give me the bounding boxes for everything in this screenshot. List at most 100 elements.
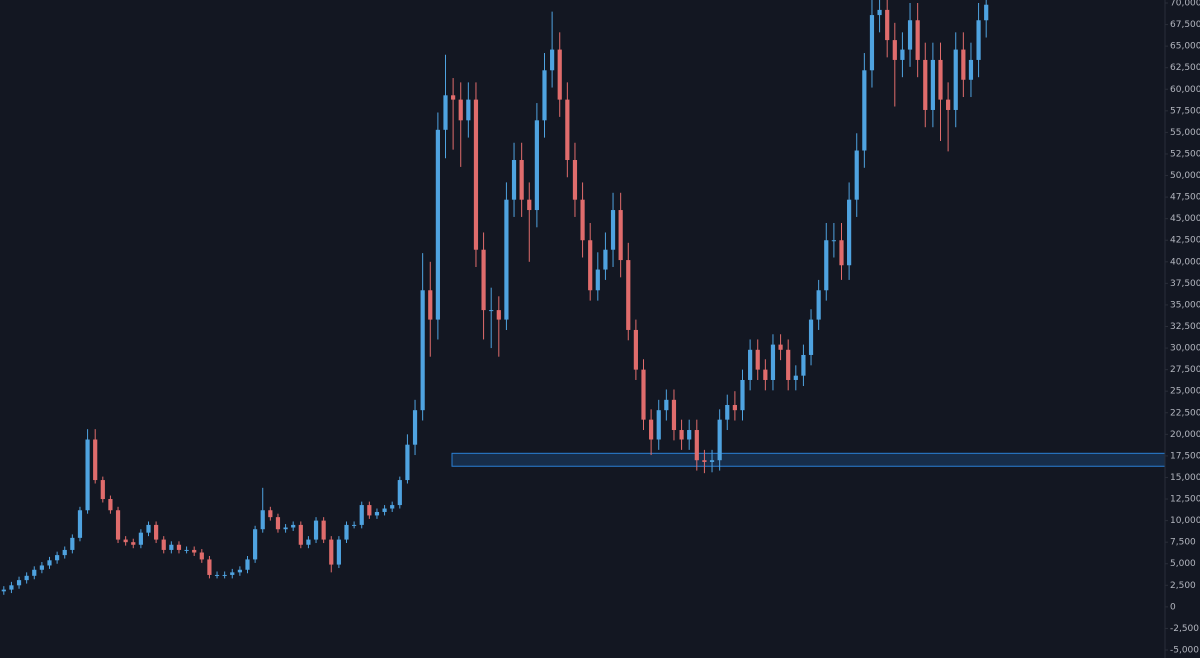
candle-body — [610, 210, 616, 250]
candle-body — [100, 480, 105, 500]
candle-body — [938, 59, 943, 100]
candle-body — [786, 349, 791, 380]
y-tick-label: 7,500 — [1170, 538, 1196, 548]
candle-body — [961, 49, 966, 80]
candle-body — [907, 20, 913, 50]
candle-body — [184, 549, 189, 551]
y-tick-label: 50,000 — [1170, 171, 1200, 181]
candle-body — [199, 552, 204, 560]
y-tick-label: -5,000 — [1170, 646, 1199, 656]
y-tick-label: 10,000 — [1170, 516, 1200, 526]
candle-body — [382, 508, 387, 512]
candle-body — [854, 150, 859, 200]
candle-body — [481, 249, 486, 311]
candle-body — [108, 499, 113, 511]
candle-body — [968, 59, 974, 80]
y-tick-label: 67,500 — [1170, 20, 1200, 30]
candle-body — [230, 572, 235, 575]
candle-body — [550, 49, 555, 71]
candle-body — [435, 129, 440, 320]
candle-body — [679, 430, 684, 440]
candle-body — [496, 310, 501, 320]
candle-body — [39, 565, 44, 570]
candle-body — [489, 310, 494, 312]
candle-body — [709, 460, 715, 462]
candle-body — [534, 120, 539, 211]
candle-body — [984, 4, 989, 21]
y-tick-label: 20,000 — [1170, 430, 1200, 440]
candle-body — [748, 349, 753, 380]
y-tick-label: 65,000 — [1170, 42, 1200, 52]
y-tick-label: 27,500 — [1170, 365, 1200, 375]
candle-body — [626, 260, 631, 330]
candle-body — [16, 580, 22, 586]
candle-body — [511, 160, 517, 200]
candle-body — [664, 399, 669, 411]
candle-body — [656, 410, 661, 440]
candle-body — [732, 405, 737, 411]
candle-body — [260, 510, 265, 530]
candle-body — [397, 480, 402, 506]
candle-body — [557, 49, 562, 100]
candle-body — [138, 532, 143, 545]
candle-body — [192, 549, 197, 553]
candle-body — [633, 329, 638, 370]
candle-body — [344, 524, 349, 540]
candle-body — [412, 410, 418, 445]
y-tick-label: -2,500 — [1170, 624, 1199, 634]
candle-body — [47, 560, 52, 566]
candle-body — [915, 20, 920, 60]
candle-body — [62, 549, 67, 556]
candle-body — [313, 520, 319, 540]
candle-body — [519, 160, 524, 200]
candle-body — [816, 290, 821, 320]
candle-body — [976, 20, 981, 60]
candle-body — [618, 210, 623, 261]
candle-body — [869, 15, 875, 71]
y-tick-label: 30,000 — [1170, 344, 1200, 354]
candle-body — [671, 399, 677, 431]
y-tick-label: 60,000 — [1170, 85, 1200, 95]
candle-body — [862, 70, 867, 151]
candle-body — [740, 379, 745, 411]
y-tick-label: 15,000 — [1170, 473, 1200, 483]
candle-body — [877, 9, 882, 16]
y-tick-label: 70,000 — [1170, 0, 1200, 9]
candle-body — [793, 375, 798, 380]
candle-body — [603, 249, 608, 270]
candle-body — [641, 369, 646, 420]
candle-body — [352, 524, 357, 526]
candle-body — [306, 539, 311, 545]
candle-body — [687, 430, 692, 440]
candle-body — [595, 269, 600, 291]
candle-body — [946, 99, 951, 110]
candle-body — [176, 544, 182, 550]
candle-body — [473, 99, 479, 250]
candle-body — [953, 49, 958, 110]
y-tick-label: 12,500 — [1170, 495, 1200, 505]
y-tick-label: 32,500 — [1170, 322, 1200, 332]
candle-body — [93, 439, 98, 481]
y-tick-label: 40,000 — [1170, 257, 1200, 267]
candle-body — [359, 505, 364, 525]
y-tick-label: 45,000 — [1170, 214, 1200, 224]
candle-body — [763, 369, 768, 380]
candle-body — [428, 290, 433, 320]
candle-body — [717, 419, 722, 461]
candle-body — [169, 544, 174, 550]
y-tick-label: 52,500 — [1170, 149, 1200, 159]
y-tick-label: 2,500 — [1170, 581, 1196, 591]
candle-body — [831, 240, 836, 242]
candle-body — [443, 95, 448, 130]
y-tick-label: 62,500 — [1170, 63, 1200, 73]
candle-body — [154, 524, 159, 540]
candle-body — [85, 439, 90, 511]
candle-body — [1, 589, 6, 592]
candle-body — [572, 160, 578, 200]
candle-body — [237, 569, 242, 573]
candle-body — [321, 520, 326, 540]
candle-body — [694, 430, 699, 461]
candle-body — [222, 574, 227, 576]
